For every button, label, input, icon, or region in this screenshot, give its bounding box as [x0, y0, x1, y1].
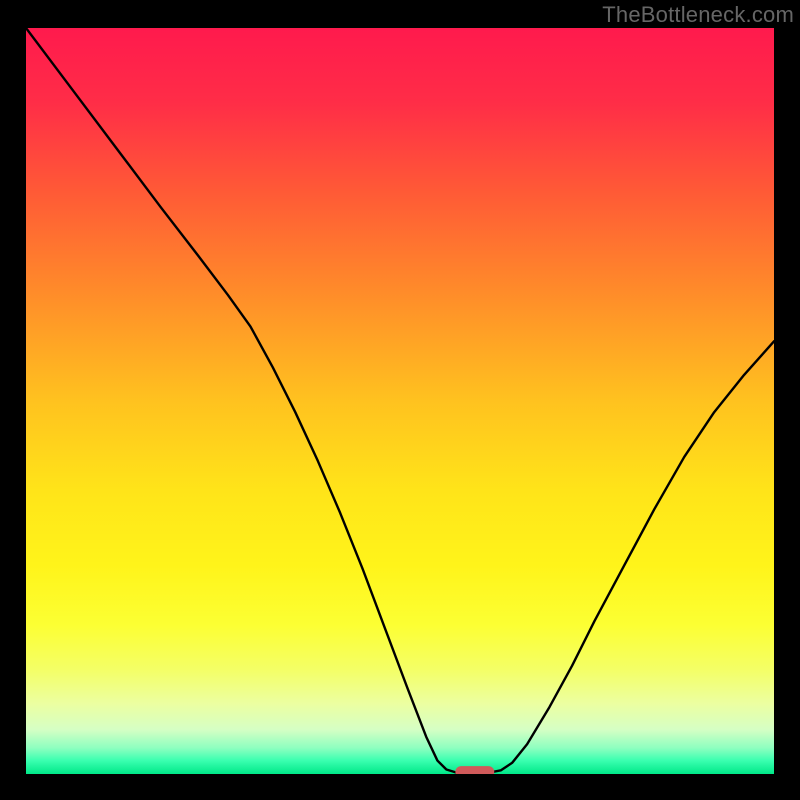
- optimal-marker: [455, 766, 494, 774]
- watermark-text: TheBottleneck.com: [602, 2, 794, 28]
- gradient-background: [26, 28, 774, 774]
- plot-area: [26, 28, 774, 774]
- chart-root: TheBottleneck.com: [0, 0, 800, 800]
- plot-svg: [26, 28, 774, 774]
